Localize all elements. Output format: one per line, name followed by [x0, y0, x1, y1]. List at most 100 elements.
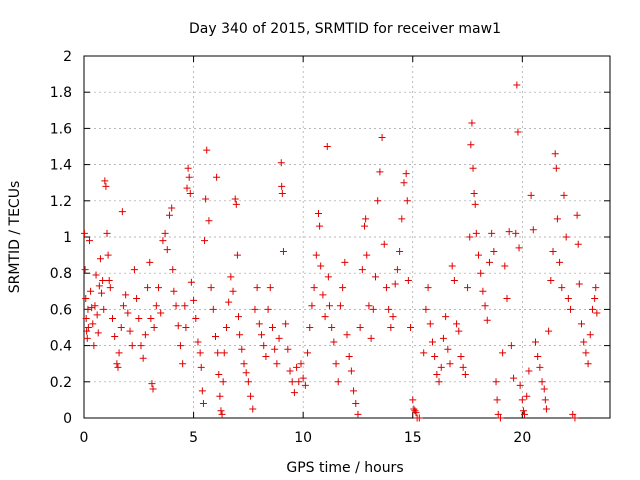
data-point	[115, 349, 123, 357]
data-point	[124, 309, 132, 317]
data-point	[558, 284, 566, 292]
data-point	[494, 410, 502, 418]
data-point	[170, 287, 178, 295]
data-point	[319, 291, 327, 299]
chart-title: Day 340 of 2015, SRMTID for receiver maw…	[189, 21, 501, 37]
data-point	[253, 284, 261, 292]
y-tick-label: 1.4	[50, 158, 72, 174]
x-tick-label: 20	[513, 430, 531, 446]
data-point	[582, 349, 590, 357]
data-point	[578, 320, 586, 328]
data-point	[104, 251, 112, 259]
data-point	[236, 331, 244, 339]
data-point	[369, 305, 377, 313]
data-point	[496, 414, 504, 422]
data-point	[541, 396, 549, 404]
data-point	[106, 284, 114, 292]
data-point	[168, 204, 176, 212]
data-point	[428, 338, 436, 346]
data-point	[101, 177, 109, 185]
data-point	[185, 173, 193, 181]
data-point	[556, 258, 564, 266]
data-point	[534, 352, 542, 360]
data-point	[85, 237, 93, 245]
data-point	[361, 222, 369, 230]
data-point	[271, 345, 279, 353]
data-point	[374, 197, 382, 205]
data-point	[385, 305, 393, 313]
data-point	[81, 266, 89, 274]
data-point	[457, 352, 465, 360]
y-tick-label: 0	[63, 411, 72, 427]
data-point	[325, 302, 333, 310]
data-point	[293, 363, 301, 371]
data-point	[207, 284, 215, 292]
y-tick-label: 1.6	[50, 121, 72, 137]
data-point	[219, 378, 227, 386]
grid-lines	[84, 56, 610, 418]
data-point	[304, 349, 312, 357]
data-point	[514, 128, 522, 136]
data-point	[538, 378, 546, 386]
data-point	[437, 363, 445, 371]
data-point	[343, 331, 351, 339]
data-point	[519, 407, 527, 415]
data-point	[404, 276, 412, 284]
data-point	[512, 229, 520, 237]
data-point	[139, 354, 147, 362]
data-point	[196, 349, 204, 357]
data-point	[571, 414, 579, 422]
data-point	[144, 284, 152, 292]
data-point	[334, 378, 342, 386]
data-point	[111, 333, 119, 341]
data-point	[376, 168, 384, 176]
data-point	[240, 360, 248, 368]
data-point	[105, 276, 113, 284]
data-point	[549, 247, 557, 255]
data-point	[225, 298, 233, 306]
y-axis-label: SRMTID / TECUs	[7, 181, 23, 294]
data-point	[411, 407, 419, 415]
data-point	[202, 195, 210, 203]
data-point	[95, 282, 103, 290]
data-point	[387, 324, 395, 331]
data-point	[339, 284, 347, 292]
data-point	[212, 333, 219, 341]
data-point	[515, 244, 523, 252]
data-point	[564, 295, 572, 303]
data-point	[152, 302, 160, 310]
data-point	[147, 314, 155, 322]
data-point	[531, 338, 539, 346]
data-point	[197, 363, 205, 371]
y-tick-label: 0.4	[50, 339, 72, 355]
data-point	[352, 400, 360, 408]
data-point	[260, 342, 268, 350]
data-point	[483, 316, 491, 324]
data-point	[301, 381, 309, 389]
data-point	[87, 287, 95, 295]
x-tick-labels: 0 5 10 15 20	[80, 430, 532, 446]
data-point	[324, 273, 332, 281]
data-point	[83, 327, 91, 335]
data-point	[354, 410, 362, 418]
data-point	[216, 392, 224, 400]
data-point	[435, 378, 443, 386]
data-point	[469, 164, 477, 172]
data-point	[169, 266, 177, 274]
data-point	[288, 378, 296, 386]
data-point	[205, 217, 213, 225]
data-point	[580, 338, 588, 346]
data-point	[501, 262, 509, 270]
data-point	[415, 414, 423, 422]
data-point	[513, 81, 521, 89]
data-point	[400, 179, 408, 187]
data-point	[217, 407, 225, 415]
data-point	[507, 342, 515, 350]
data-point	[184, 164, 192, 172]
data-point	[198, 387, 206, 395]
data-point	[450, 276, 458, 284]
data-point	[277, 159, 285, 167]
data-point	[93, 311, 101, 319]
data-point	[470, 190, 478, 198]
data-point	[83, 334, 91, 342]
